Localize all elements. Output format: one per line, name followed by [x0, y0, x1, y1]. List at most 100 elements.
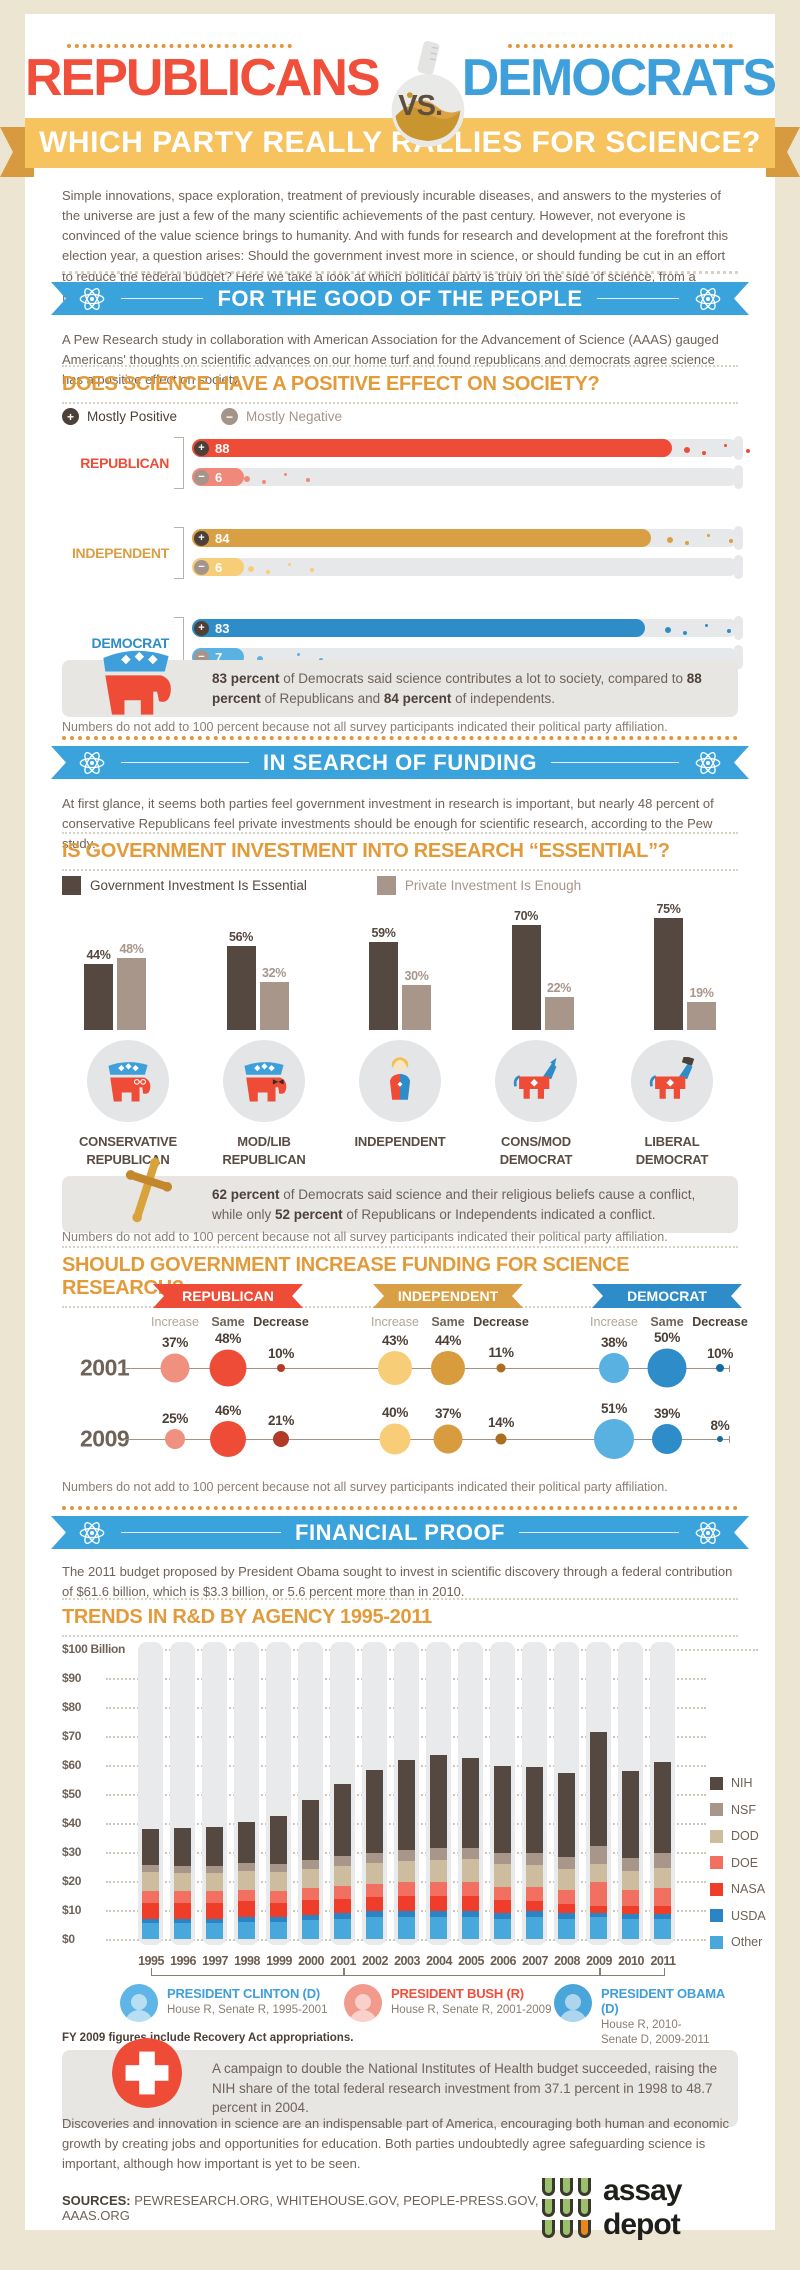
minus-icon: − — [221, 408, 239, 425]
segment-nih — [238, 1822, 255, 1864]
scatter-dot — [706, 534, 710, 538]
infographic-card: REPUBLICANS VS. DEMOCRATS WHICH PARTY RE… — [0, 14, 800, 2241]
segment-nasa — [654, 1905, 671, 1915]
segment-usda — [430, 1911, 447, 1918]
segment-doe — [206, 1891, 223, 1903]
stacked-bar — [334, 1634, 351, 1939]
funding-column-labels: Increase Same Decrease Increase Same Decrease… — [62, 1315, 748, 1331]
segment-other — [622, 1918, 639, 1939]
bar — [654, 917, 683, 1030]
segment-nih — [302, 1800, 319, 1860]
segment-nih — [558, 1773, 575, 1858]
title-democrats: DEMOCRATS — [461, 49, 777, 107]
bubble — [433, 1424, 463, 1453]
bubble — [431, 1350, 465, 1385]
president-name: PRESIDENT BUSH (R) — [391, 1986, 524, 2001]
segment-usda — [494, 1912, 511, 1919]
segment-nih — [366, 1770, 383, 1853]
year-label: 2011 — [650, 1954, 676, 1968]
bubble-value: 10% — [706, 1345, 734, 1361]
bubble — [652, 1423, 682, 1454]
axis-tick-label: $80 — [62, 1700, 82, 1714]
bubble-value: 51% — [600, 1400, 628, 1416]
banner-title: IN SEARCH OF FUNDING — [263, 749, 537, 775]
segment-doe — [654, 1888, 671, 1906]
segment-doe — [590, 1882, 607, 1906]
bracket — [174, 436, 184, 489]
axis-tick-label: $20 — [62, 1874, 82, 1888]
bar-value: 88 — [215, 440, 230, 456]
bubble-value: 40% — [381, 1405, 409, 1420]
badge-label: INDEPENDENT — [354, 1134, 446, 1149]
stacked-bar — [654, 1634, 671, 1939]
callout-religion-conflict: 62 percent of Democrats said science and… — [62, 1157, 738, 1234]
segment-doe — [270, 1891, 287, 1903]
bubble-value: 21% — [267, 1412, 295, 1428]
test-tube-icon — [560, 2220, 574, 2238]
stacked-bar — [302, 1634, 319, 1939]
rnd-chart: $100 Billion $90 $80 $70 $60 $50 $40 $30 $20 $10 $… — [62, 1634, 766, 1970]
bar-column: 70% — [511, 909, 541, 1030]
bubble — [165, 1428, 185, 1449]
segment-nasa — [270, 1902, 287, 1918]
presidents-row: PRESIDENT CLINTON (D) House R, Senate R, … — [62, 1968, 738, 2046]
bar-fill: +83 — [192, 619, 646, 637]
bar-value: 75% — [656, 901, 681, 916]
segment-usda — [174, 1918, 191, 1924]
segment-nsf — [142, 1865, 159, 1873]
bar-value: 32% — [261, 966, 287, 980]
essential-legend: Government Investment Is Essential Privat… — [62, 876, 738, 895]
atom-icon — [693, 284, 723, 314]
segment-nasa — [430, 1895, 447, 1912]
party-badge: CONSERVATIVE REPUBLICAN — [66, 1040, 190, 1168]
legend-swatch — [710, 1856, 723, 1869]
year-label: 2009 — [80, 1425, 130, 1451]
sources-list: PEWRESEARCH.ORG, WHITEHOUSE.GOV, PEOPLE-… — [62, 2193, 539, 2223]
bar-group: 59% 30% — [369, 926, 431, 1030]
segment-nih — [270, 1816, 287, 1865]
legend-swatch — [710, 1776, 723, 1790]
banner-financial-proof: FINANCIAL PROOF — [51, 1516, 749, 1549]
column-label: Same — [431, 1315, 465, 1329]
segment-dod — [462, 1859, 479, 1883]
segment-nsf — [206, 1865, 223, 1873]
bracket — [174, 526, 184, 579]
segment-nih — [654, 1762, 671, 1854]
bar-column: 30% — [402, 969, 431, 1030]
party-badge: MOD/LIB REPUBLICAN — [202, 1040, 326, 1168]
bubble-row: 2001 37% 48% 10% 43% 44% 11% 38% 50% 10% — [62, 1330, 738, 1403]
survey-note: Numbers do not add to 100 percent becaus… — [62, 720, 668, 734]
donkey-hat-icon — [631, 1040, 713, 1122]
bar-value: 7 — [215, 649, 223, 665]
segment-nih — [142, 1828, 159, 1866]
legend-item: Private Investment Is Enough — [376, 876, 581, 895]
bubble-value: 38% — [600, 1334, 628, 1350]
footer: SOURCES: PEWRESEARCH.ORG, WHITEHOUSE.GOV… — [62, 2174, 738, 2242]
bubble — [210, 1420, 246, 1457]
year-label: 1997 — [202, 1954, 228, 1968]
scatter-dot — [702, 451, 707, 456]
legend-item: USDA — [710, 1909, 766, 1923]
bar-value: 30% — [404, 969, 429, 983]
segment-usda — [238, 1917, 255, 1922]
test-tube-icon — [578, 2199, 592, 2217]
segment-dod — [366, 1863, 383, 1884]
plus-icon: + — [194, 440, 209, 456]
bar-track: +84 — [192, 526, 743, 550]
legend-label: DOD — [731, 1829, 759, 1843]
divider — [62, 736, 738, 740]
legend-swatch — [710, 1935, 723, 1949]
sources-label: SOURCES: — [62, 2193, 131, 2208]
banner-title: FINANCIAL PROOF — [295, 1519, 505, 1545]
year-label: 2000 — [298, 1954, 324, 1968]
segment-usda — [558, 1912, 575, 1919]
bar-column: 56% — [226, 930, 256, 1030]
segment-dod — [622, 1870, 639, 1890]
bar-column: 19% — [687, 986, 716, 1030]
bar-value: 48% — [119, 942, 144, 956]
scatter-dot — [309, 567, 314, 572]
segment-nsf — [526, 1852, 543, 1866]
segment-nsf — [622, 1857, 639, 1871]
scatter-dot — [319, 657, 324, 662]
segment-other — [430, 1917, 447, 1939]
